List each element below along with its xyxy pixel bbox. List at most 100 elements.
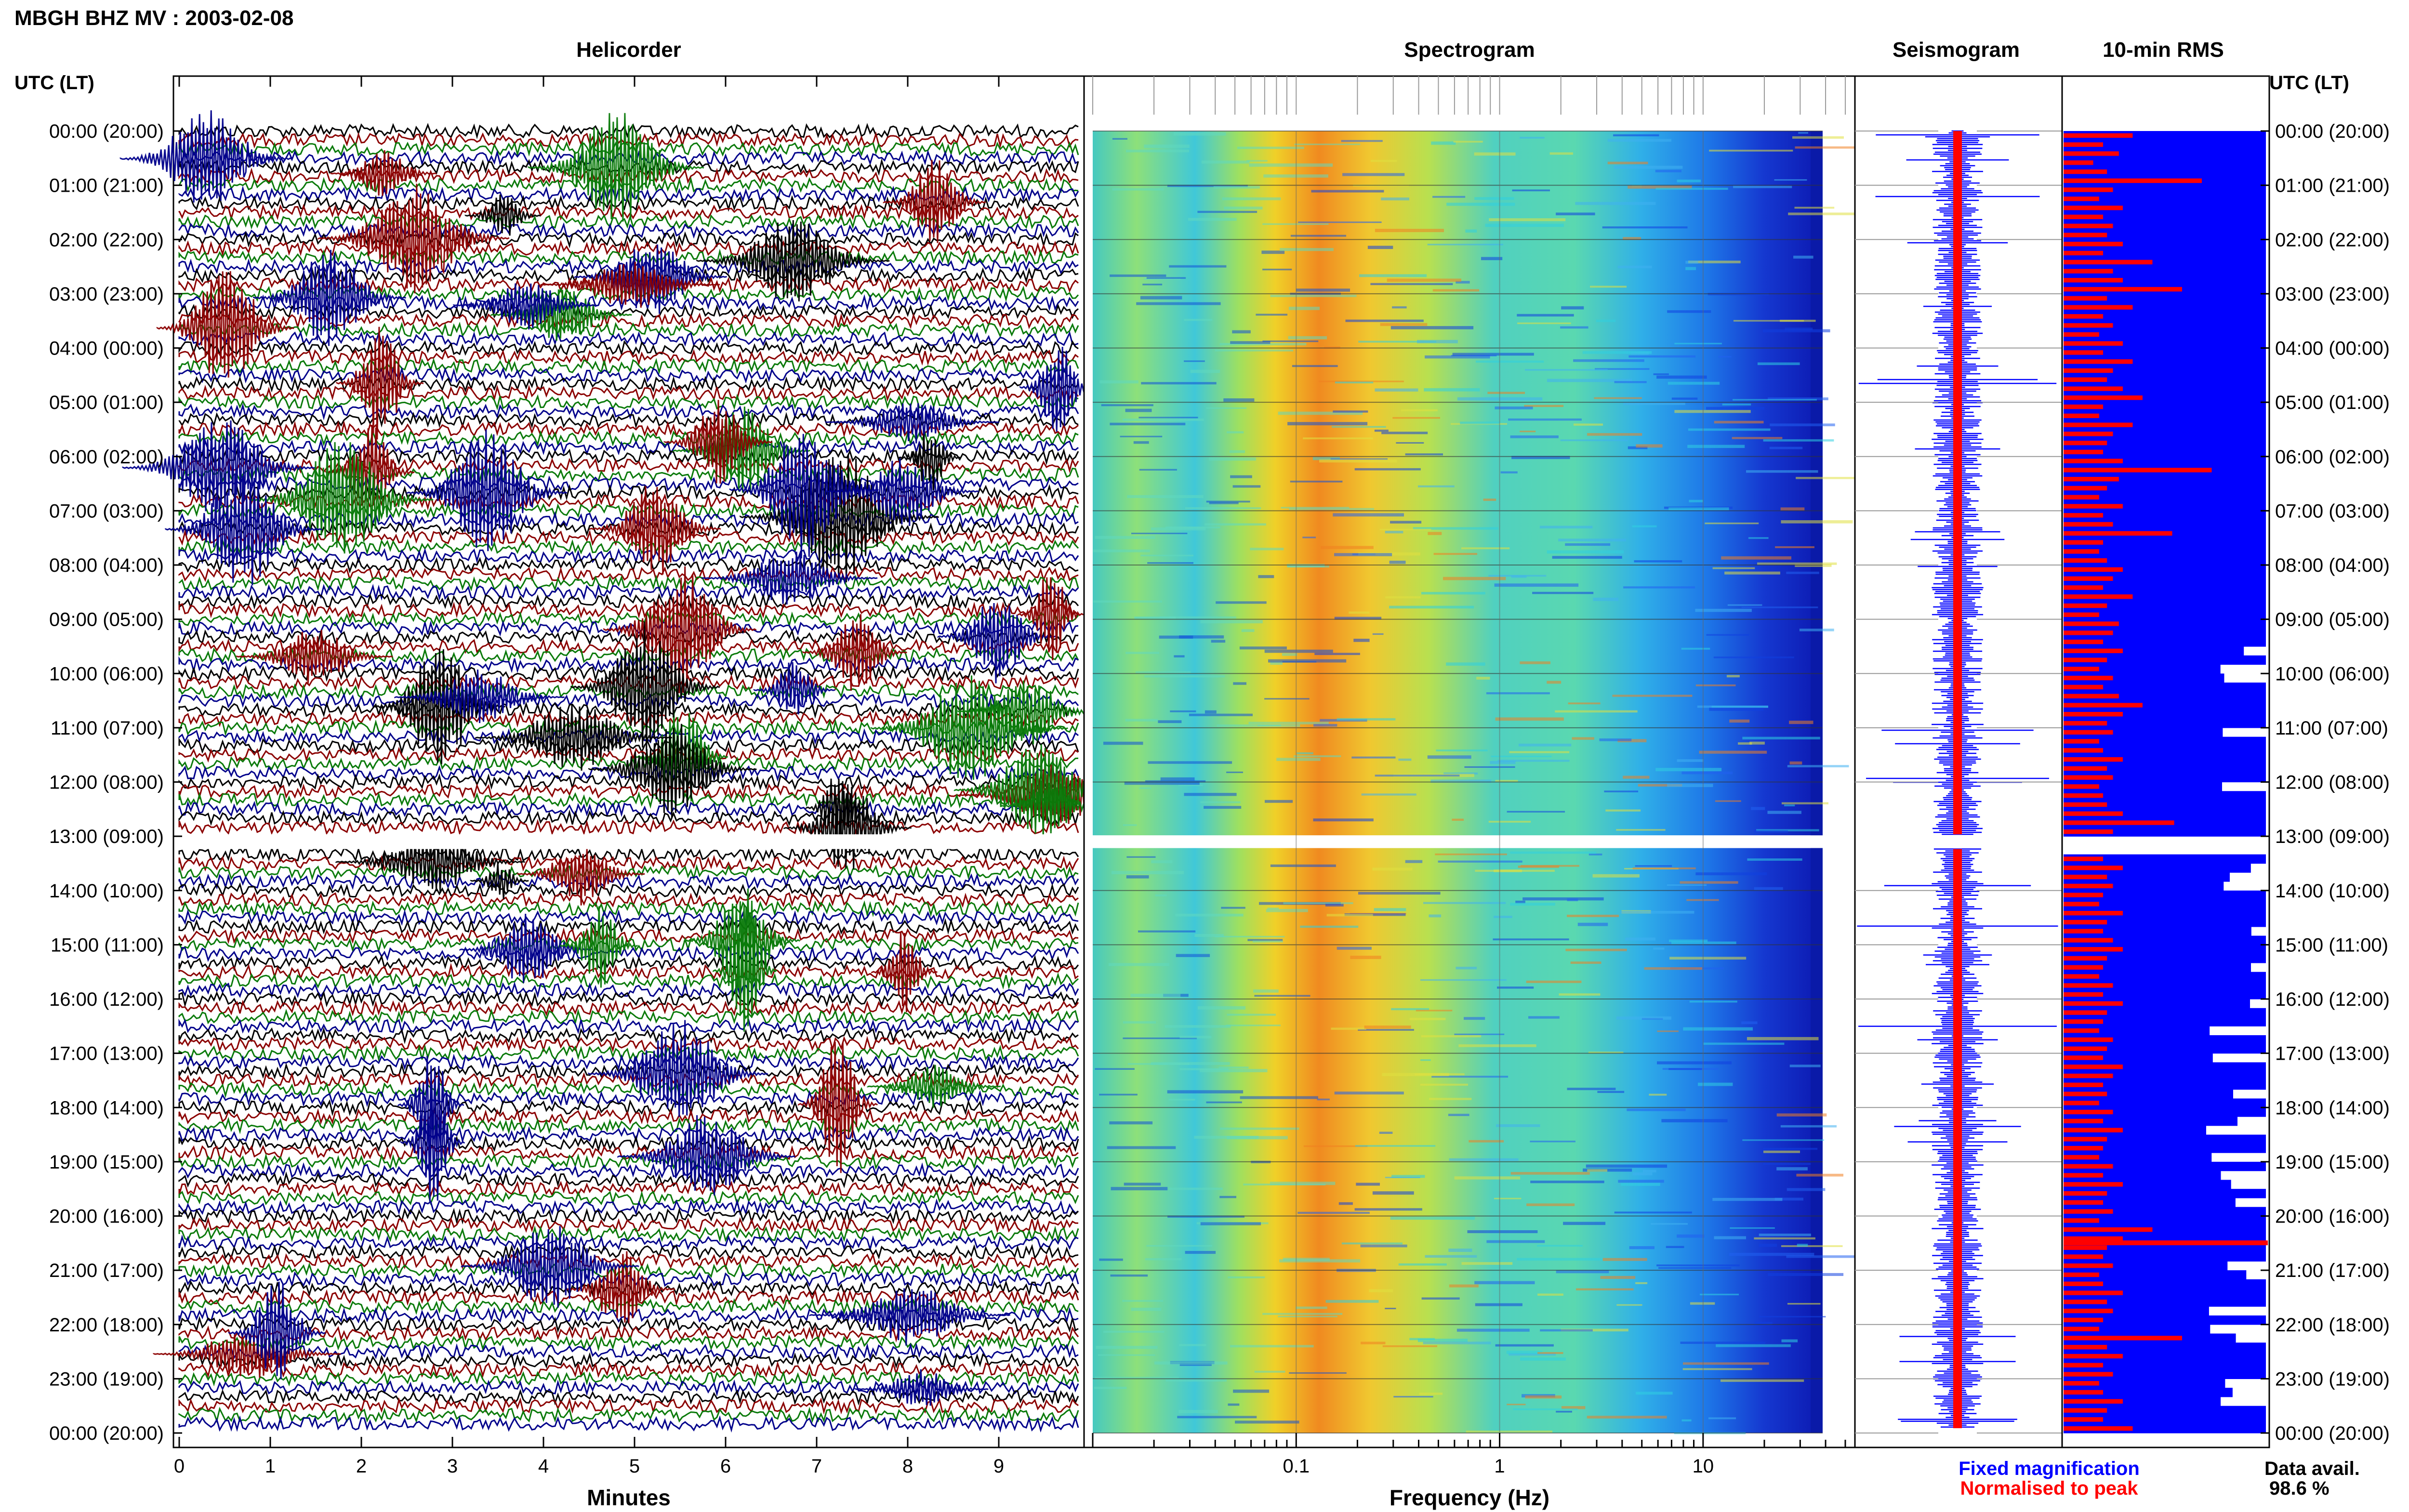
time-label-right: 22:00 (18:00) <box>2275 1315 2390 1336</box>
rms-bar <box>2064 549 2099 554</box>
spectrogram-streak <box>1540 1329 1593 1332</box>
rms-availability-bar <box>2064 954 2266 963</box>
rms-bar <box>2064 657 2107 662</box>
helicorder-trace <box>178 312 1079 330</box>
rms-availability-bar <box>2064 890 2266 900</box>
helicorder-xtick-label: 1 <box>265 1456 276 1477</box>
time-label-right: 07:00 (03:00) <box>2275 500 2390 522</box>
spectrogram-streak <box>1799 629 1834 631</box>
spectrogram-streak <box>1232 330 1251 334</box>
helicorder-event <box>937 603 1056 684</box>
helicorder-event <box>802 614 907 691</box>
helicorder-trace <box>178 999 1079 1016</box>
time-label-left: 09:00 (05:00) <box>49 609 164 631</box>
spectrogram-streak <box>1200 1222 1261 1225</box>
data-availability-value: 98.6 % <box>2269 1478 2330 1499</box>
spectrogram-streak <box>1112 138 1127 140</box>
spectrogram-streak <box>1614 381 1647 383</box>
spectrogram-streak <box>1628 355 1696 358</box>
spectrogram-streak <box>1469 1140 1504 1143</box>
spectrogram-streak <box>1369 1289 1393 1292</box>
spectrogram-streak <box>1644 967 1702 970</box>
spectrogram-streak <box>1194 934 1224 937</box>
spectrogram-streak <box>1372 633 1384 635</box>
rms-availability-bar <box>2064 1153 2212 1162</box>
rms-bar <box>2064 1245 2107 1250</box>
rms-bar <box>2064 359 2133 364</box>
helicorder-trace <box>178 873 1079 890</box>
spectrogram-streak <box>1390 521 1422 524</box>
spectrogram-streak <box>1283 902 1353 905</box>
spectrogram-streak <box>1635 1282 1648 1284</box>
spectrogram-streak <box>1302 537 1316 539</box>
spectrogram-streak <box>1616 1304 1642 1306</box>
spectrogram-streak <box>1552 556 1622 559</box>
spectrogram-xtick-label: 0.1 <box>1283 1456 1310 1477</box>
rms-availability-bar <box>2064 194 2266 204</box>
spectrogram-streak <box>1776 1113 1827 1117</box>
spectrogram-streak <box>1374 908 1406 911</box>
spectrogram-streak <box>1795 564 1832 567</box>
rms-availability-bar <box>2064 167 2266 177</box>
spectrogram-streak <box>1510 435 1559 438</box>
helicorder-event <box>588 1020 768 1117</box>
helicorder-event <box>574 244 728 314</box>
rms-availability-bar <box>2064 1279 2266 1289</box>
spectrogram-streak <box>1262 1313 1343 1315</box>
rms-bar <box>2064 775 2113 780</box>
rms-bar <box>2064 956 2107 961</box>
time-label-left: 22:00 (18:00) <box>49 1315 164 1336</box>
spectrogram-streak <box>1334 617 1382 620</box>
rms-availability-bar <box>2064 1252 2266 1262</box>
helicorder-trace <box>178 340 1079 357</box>
seismogram-panel <box>1854 75 2063 1448</box>
helicorder-event <box>165 473 322 586</box>
rms-bar <box>2064 386 2123 391</box>
rms-availability-bar <box>2064 1080 2266 1090</box>
rms-bar <box>2064 1308 2113 1314</box>
rms-bar <box>2064 594 2133 599</box>
spectrogram-streak <box>1324 346 1340 349</box>
spectrogram-streak <box>1561 1328 1628 1332</box>
rms-bar <box>2064 667 2099 671</box>
rms-bar <box>2064 1263 2113 1268</box>
helicorder-event <box>228 1281 326 1380</box>
spectrogram-streak <box>1657 1030 1679 1032</box>
rms-bar <box>2064 296 2107 301</box>
helicorder-event <box>464 194 541 236</box>
helicorder-trace <box>178 303 1079 320</box>
rms-bar <box>2064 1109 2113 1115</box>
spectrogram-streak <box>1448 1249 1472 1252</box>
spectrogram-streak <box>1372 1191 1414 1195</box>
spectrogram-streak <box>1270 1182 1336 1185</box>
spectrogram-streak <box>1789 761 1802 765</box>
station-title: MBGH BHZ MV : 2003-02-08 <box>14 6 293 30</box>
spectrogram-streak <box>1248 722 1329 724</box>
spectrogram-streak <box>1170 710 1196 712</box>
time-label-right: 20:00 (16:00) <box>2275 1206 2390 1227</box>
spectrogram-streak <box>1227 1013 1276 1016</box>
rms-availability-bar <box>2064 1360 2266 1370</box>
helicorder-xtick-label: 5 <box>629 1456 640 1477</box>
helicorder-trace <box>178 1352 1079 1369</box>
rms-bar <box>2064 1010 2107 1015</box>
spectrogram-streak <box>1219 343 1307 346</box>
spectrogram-streak <box>1726 675 1740 678</box>
spectrogram-streak <box>1209 457 1256 461</box>
rms-bar <box>2064 1290 2123 1295</box>
spectrogram-streak <box>1518 743 1572 747</box>
rms-availability-bar <box>2064 764 2266 774</box>
spectrogram-streak <box>1262 340 1319 342</box>
rms-bar <box>2064 631 2113 635</box>
time-label-left: 11:00 (07:00) <box>51 718 164 739</box>
time-label-left: 06:00 (02:00) <box>49 447 164 468</box>
spectrogram-streak <box>1680 1341 1765 1344</box>
spectrogram-streak <box>1595 368 1650 370</box>
spectrogram-streak <box>1332 426 1386 428</box>
spectrogram-streak <box>1103 741 1143 745</box>
spectrogram-streak <box>1625 937 1655 941</box>
spectrogram-streak <box>1558 539 1626 542</box>
rms-bar <box>2064 694 2119 698</box>
spectrogram-streak <box>1165 526 1220 528</box>
